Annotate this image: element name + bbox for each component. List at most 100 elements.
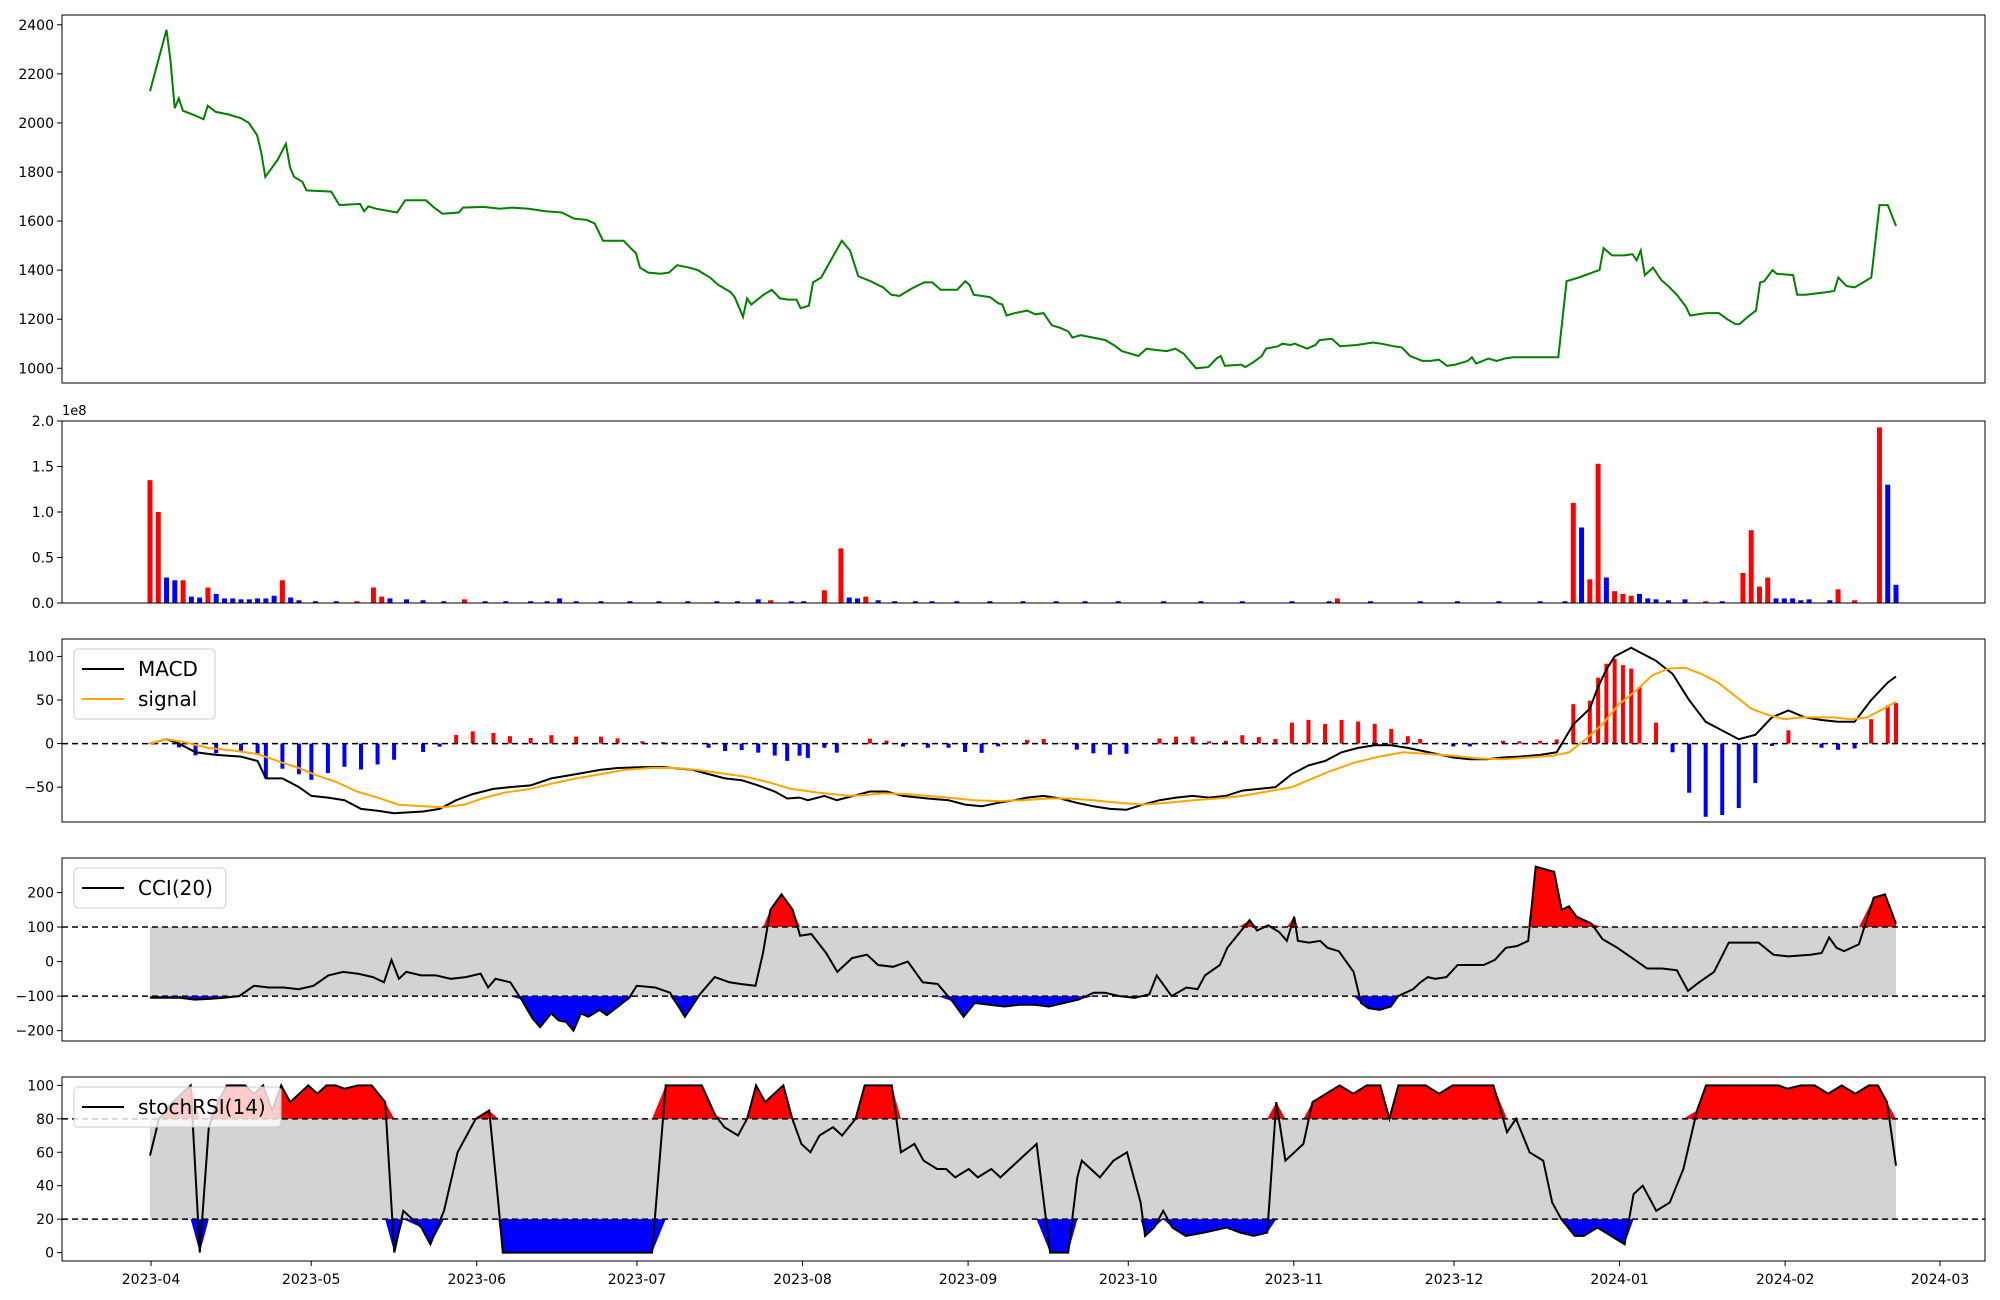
macd-histogram-bar (1306, 719, 1311, 744)
macd-histogram-bar (1554, 739, 1559, 744)
volume-bar (1537, 601, 1543, 603)
volume-bar (312, 601, 318, 603)
volume-bar (370, 587, 376, 603)
macd-histogram-bar (1372, 723, 1377, 744)
volume-bar (1612, 591, 1618, 603)
volume-bar (557, 598, 563, 603)
stochrsi-ytick-label: 60 (36, 1145, 54, 1161)
macd-histogram-bar (1467, 743, 1472, 747)
macd-histogram-bar (1687, 743, 1692, 793)
macd-histogram-bar (1670, 743, 1675, 753)
macd-histogram-bar (1769, 743, 1774, 747)
macd-histogram-bar (723, 743, 728, 752)
price-ytick-label: 2000 (18, 116, 54, 132)
volume-bar (685, 601, 691, 603)
macd-histogram-bar (1107, 743, 1112, 755)
macd-histogram-bar (239, 743, 244, 752)
macd-histogram-bar (822, 743, 827, 748)
macd-histogram-bar (1190, 736, 1195, 744)
volume-ytick-label: 0.0 (32, 596, 54, 612)
macd-histogram-bar (1289, 722, 1294, 744)
price-ytick-label: 1400 (18, 263, 54, 279)
volume-bar (354, 601, 360, 603)
volume-bar (296, 600, 302, 603)
macd-histogram-bar (1786, 730, 1791, 744)
x-tick-label: 2023-05 (282, 1272, 341, 1288)
macd-histogram-bar (255, 743, 260, 755)
macd-histogram-bar (1256, 737, 1261, 744)
macd-histogram-bar (1637, 687, 1642, 744)
stochrsi-legend-box (73, 1086, 282, 1128)
macd-histogram-bar (1885, 705, 1890, 744)
macd-histogram-bar (1620, 665, 1625, 744)
macd-histogram-bar (785, 743, 790, 761)
volume-bar (875, 600, 881, 603)
volume-bar (1496, 601, 1502, 603)
macd-histogram-bar (309, 743, 314, 780)
macd-histogram-bar (507, 736, 512, 744)
volume-bar (1790, 598, 1796, 603)
macd-legend-label: signal (138, 687, 197, 711)
volume-bar (1645, 598, 1651, 603)
macd-histogram-bar (193, 743, 198, 756)
macd-ytick-label: 0 (45, 737, 54, 753)
macd-axes: −50 0 50 100 (24, 638, 1986, 823)
macd-histogram-bar (946, 743, 951, 748)
macd-histogram-bar (640, 741, 645, 744)
volume-bar (598, 601, 604, 603)
macd-histogram-bar (739, 743, 744, 751)
threshold-fills-layer (150, 866, 1896, 1253)
volume-bar (714, 601, 720, 603)
macd-histogram-bar (1852, 743, 1857, 749)
macd-histogram-bar (1629, 668, 1634, 744)
volume-bar (271, 595, 277, 603)
volume-bar (197, 597, 203, 603)
macd-histogram-bar (963, 743, 968, 752)
volume-bar (1781, 598, 1787, 603)
macd-histogram-bar (1451, 743, 1456, 747)
stochrsi-frame (61, 1076, 1986, 1262)
macd-ytick-label: −50 (24, 780, 54, 796)
volume-bar (1570, 502, 1576, 603)
volume-bar (1852, 600, 1858, 603)
stochrsi-band (150, 1118, 1896, 1220)
volume-bar (461, 599, 467, 603)
macd-histogram-bar (1869, 719, 1874, 744)
cci-ytick-label: 200 (27, 886, 54, 902)
volume-bar (1719, 601, 1725, 603)
macd-ytick-label: 50 (36, 693, 54, 709)
volume-bar (147, 480, 153, 603)
volume-ytick-label: 0.5 (32, 551, 54, 567)
macd-histogram-bar (176, 743, 181, 748)
price-frame (61, 14, 1986, 384)
volume-bar (379, 596, 385, 603)
cci-ytick-label: −200 (16, 1024, 54, 1040)
macd-histogram-bar (528, 737, 533, 744)
stochrsi-series-line-0 (149, 1082, 1897, 1254)
volume-bar (1876, 427, 1882, 603)
macd-histogram-bar (1654, 722, 1659, 744)
macd-histogram-bar (1819, 743, 1824, 748)
volume-bar (912, 601, 918, 603)
stochrsi-overbought-fill (150, 1085, 1896, 1119)
volume-bar (1417, 601, 1423, 603)
cci-overbought-fill (150, 866, 1896, 928)
volume-ytick-label: 2.0 (32, 414, 54, 430)
x-tick-label: 2023-04 (122, 1272, 181, 1288)
cci-ytick-label: 0 (45, 955, 54, 971)
stochrsi-ytick-label: 80 (36, 1112, 54, 1128)
x-axis: 2023-04 2023-05 2023-06 2023-07 2023-08 2023-… (122, 1261, 1969, 1288)
volume-bar (735, 601, 741, 603)
x-tick-label: 2023-08 (773, 1272, 832, 1288)
volume-bar (1628, 595, 1634, 603)
price-ytick-label: 2200 (18, 67, 54, 83)
macd-histogram-bar (901, 743, 906, 747)
macd-histogram-bar (996, 743, 1001, 747)
macd-histogram-bar (1174, 736, 1179, 744)
macd-histogram-bar (1604, 663, 1609, 744)
axes-layer: 100012001400160018002000220024000.00.51.… (16, 14, 1986, 1288)
volume-bar (1806, 599, 1812, 603)
macd-histogram-bar (1025, 739, 1030, 744)
volume-bar (1562, 601, 1568, 603)
